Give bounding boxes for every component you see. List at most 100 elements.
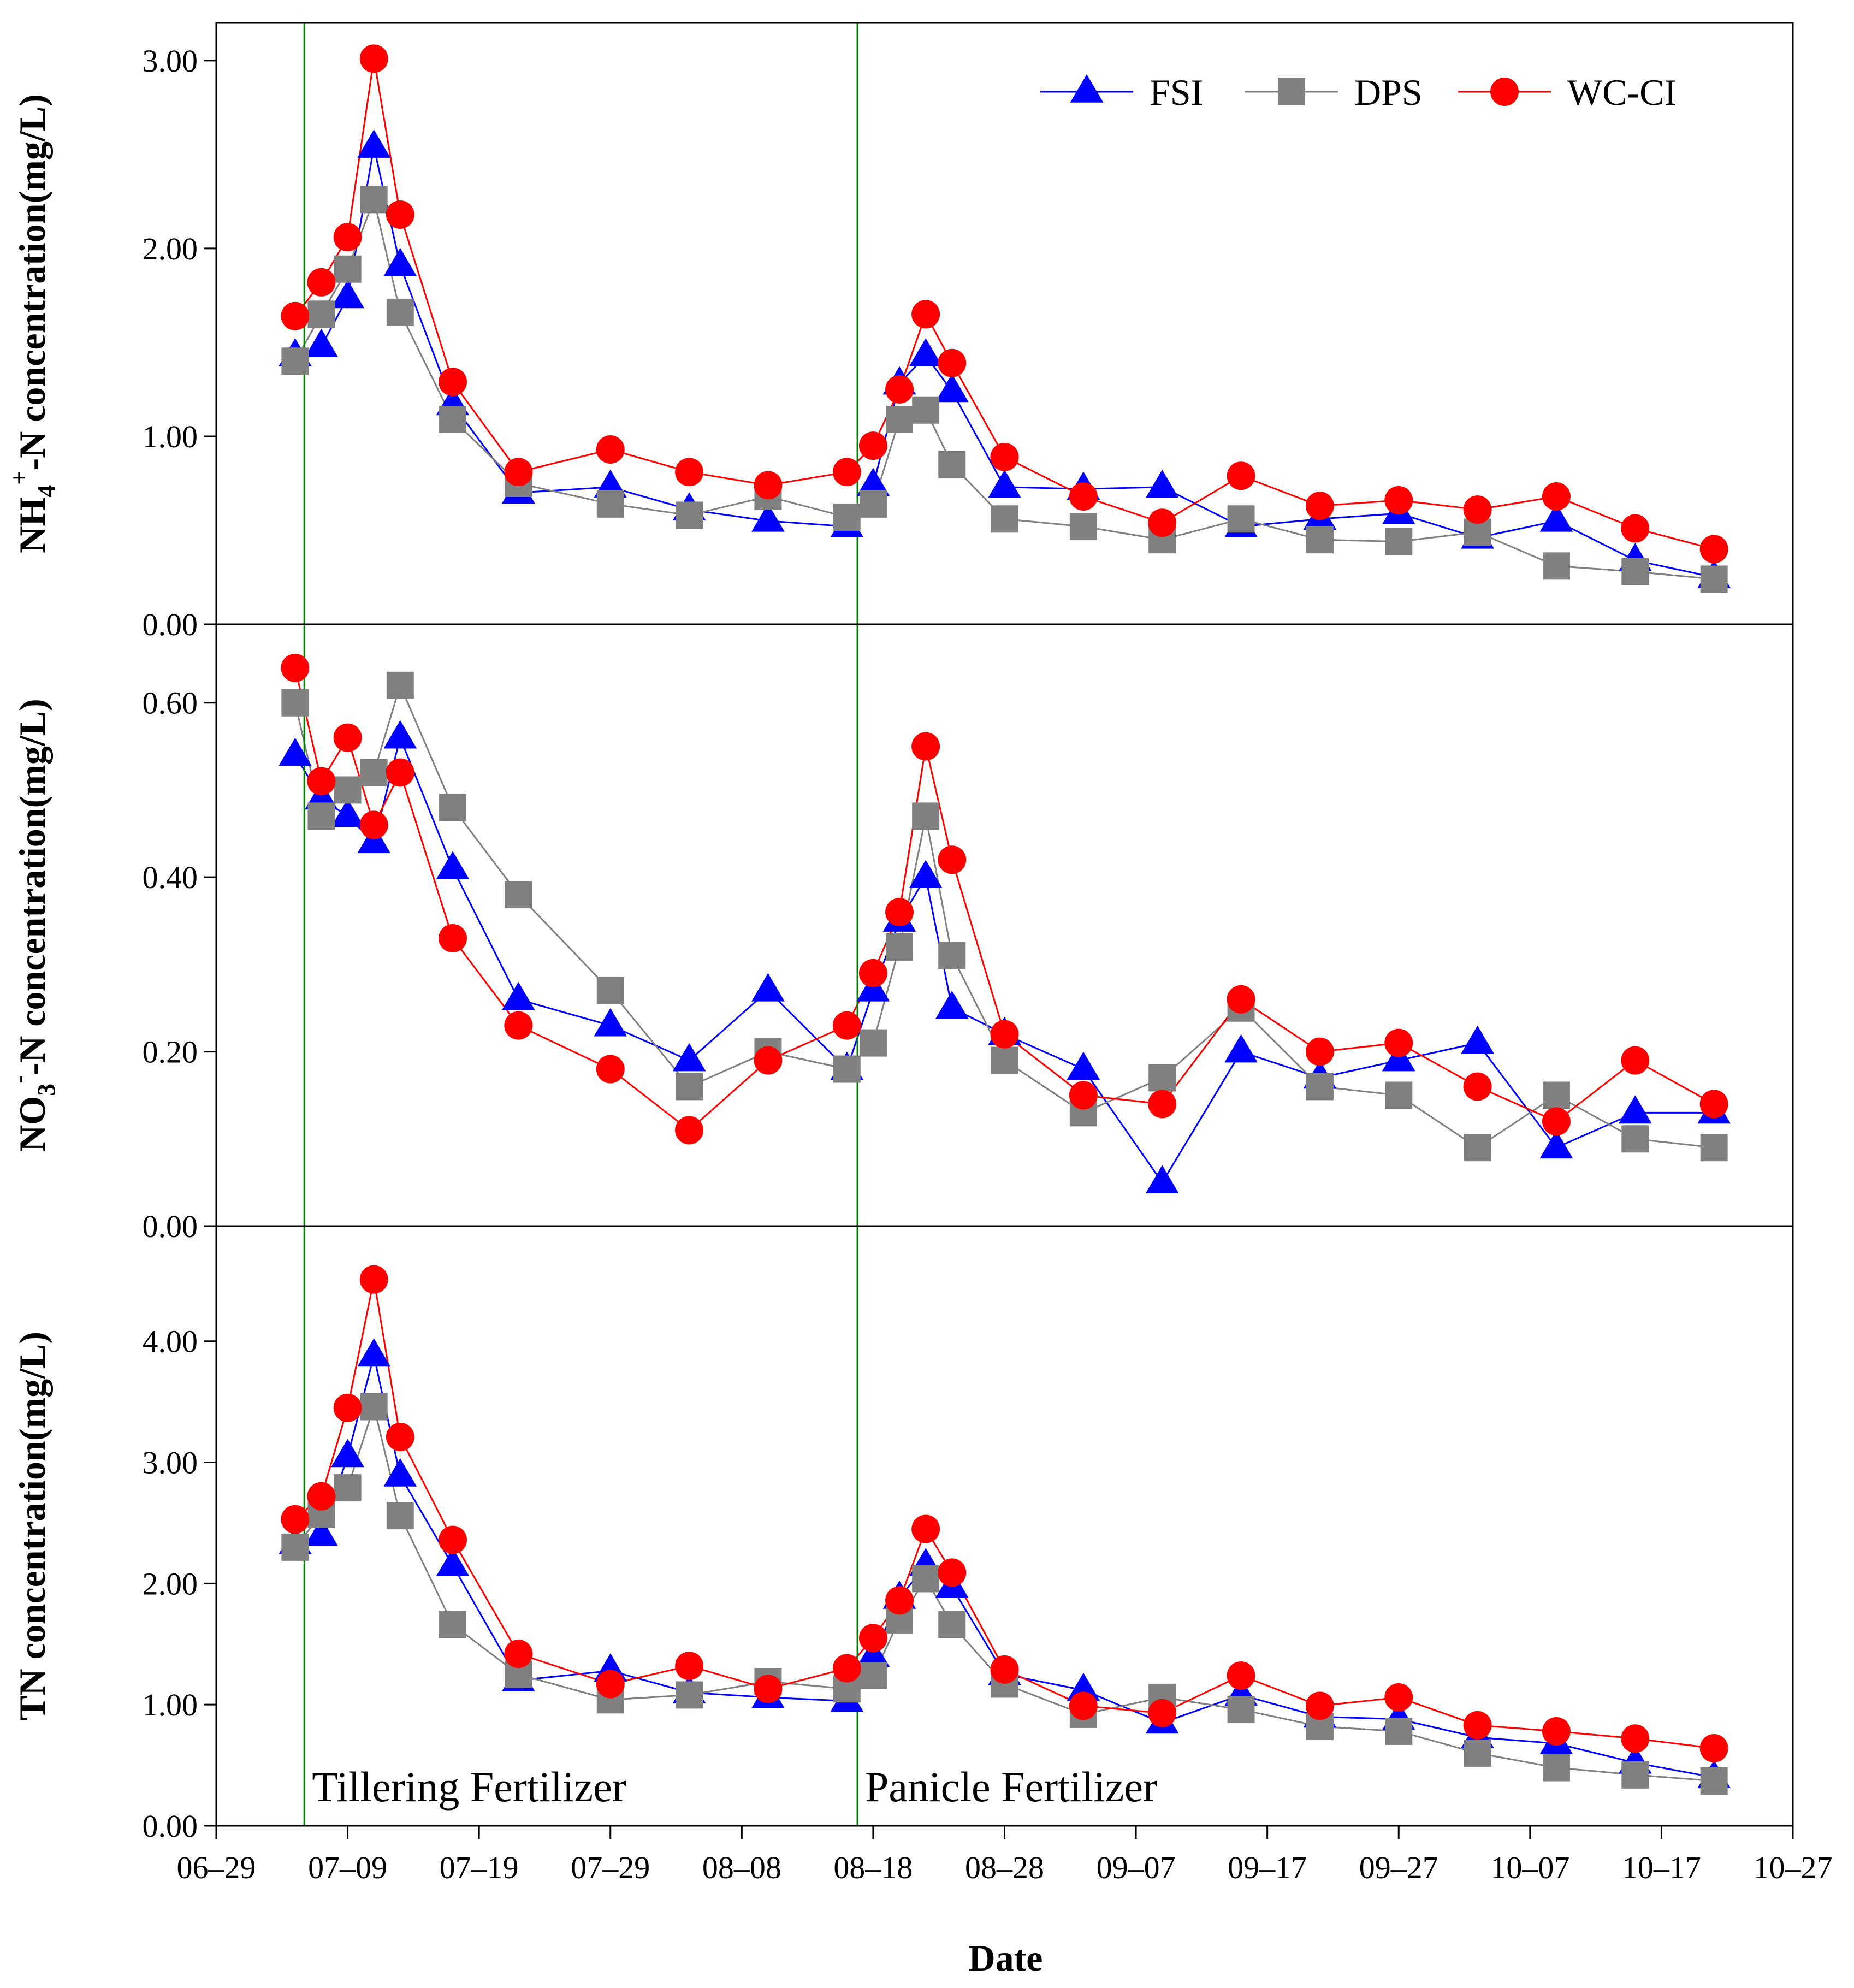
marker-wc-ci-panel-3-6 xyxy=(504,1640,533,1668)
marker-wc-ci-panel-1-0 xyxy=(281,301,310,330)
marker-wc-ci-panel-2-2 xyxy=(333,723,362,752)
marker-wc-ci-panel-3-22 xyxy=(1542,1717,1571,1746)
marker-dps-panel-1-8 xyxy=(676,501,703,529)
fertilizer-label-2: Panicle Fertilizer xyxy=(865,1763,1157,1810)
marker-fsi-panel-2-9 xyxy=(751,973,785,1002)
marker-wc-ci-panel-2-1 xyxy=(307,767,336,796)
marker-dps-panel-2-2 xyxy=(334,776,362,804)
legend-marker-wc-ci xyxy=(1490,78,1519,106)
marker-fsi-panel-1-14 xyxy=(935,374,969,403)
marker-dps-panel-3-4 xyxy=(386,1502,414,1530)
marker-wc-ci-panel-1-18 xyxy=(1227,461,1255,490)
series-line-dps-panel-2 xyxy=(294,683,1714,1149)
marker-wc-ci-panel-1-19 xyxy=(1305,492,1334,520)
marker-wc-ci-panel-3-24 xyxy=(1699,1734,1728,1763)
marker-wc-ci-panel-2-9 xyxy=(754,1046,783,1075)
marker-wc-ci-panel-1-11 xyxy=(858,431,887,460)
marker-dps-panel-1-20 xyxy=(1385,528,1413,555)
marker-wc-ci-panel-1-23 xyxy=(1621,514,1650,543)
marker-dps-panel-2-23 xyxy=(1621,1125,1649,1153)
marker-wc-ci-panel-1-4 xyxy=(386,200,414,229)
marker-wc-ci-panel-2-20 xyxy=(1384,1028,1413,1057)
marker-dps-panel-1-0 xyxy=(281,347,309,375)
marker-wc-ci-panel-1-15 xyxy=(990,442,1019,471)
x-tick-label-5: 08–18 xyxy=(833,1850,913,1885)
marker-dps-panel-2-22 xyxy=(1542,1081,1570,1109)
marker-fsi-panel-1-1 xyxy=(305,328,338,357)
marker-dps-panel-1-22 xyxy=(1542,552,1570,580)
marker-dps-panel-3-21 xyxy=(1464,1739,1491,1767)
marker-dps-panel-1-24 xyxy=(1700,565,1728,593)
x-tick-label-6: 08–28 xyxy=(965,1850,1044,1885)
x-tick-label-3: 07–29 xyxy=(571,1850,650,1885)
marker-wc-ci-panel-2-16 xyxy=(1069,1081,1098,1110)
marker-dps-panel-2-19 xyxy=(1306,1073,1334,1100)
marker-wc-ci-panel-3-0 xyxy=(281,1505,310,1534)
y-axis-title-part-2-2: - xyxy=(5,1075,33,1083)
y-axis-title-part-3-0: TN concentration(mg/L) xyxy=(11,1332,53,1720)
marker-wc-ci-panel-3-19 xyxy=(1305,1691,1334,1720)
marker-fsi-panel-2-23 xyxy=(1618,1095,1652,1124)
y-axis-title-part-1-3: -N concentration(mg/L) xyxy=(11,94,53,470)
x-tick-label-1: 07–09 xyxy=(308,1850,387,1885)
marker-wc-ci-panel-2-17 xyxy=(1148,1090,1177,1119)
marker-dps-panel-2-12 xyxy=(886,933,914,961)
x-tick-label-7: 09–07 xyxy=(1097,1850,1176,1885)
marker-dps-panel-2-10 xyxy=(833,1055,861,1083)
marker-wc-ci-panel-2-15 xyxy=(990,1020,1019,1049)
marker-dps-panel-1-11 xyxy=(859,490,887,518)
y-axis-title-part-2-0: NO xyxy=(11,1096,53,1152)
panel-frame-1 xyxy=(215,22,1794,625)
marker-wc-ci-panel-3-21 xyxy=(1463,1711,1492,1739)
marker-wc-ci-panel-3-13 xyxy=(911,1514,940,1543)
marker-dps-panel-3-24 xyxy=(1700,1767,1728,1795)
marker-wc-ci-panel-1-3 xyxy=(359,44,388,73)
marker-wc-ci-panel-2-22 xyxy=(1542,1107,1571,1136)
marker-fsi-panel-1-11 xyxy=(856,468,890,496)
marker-fsi-panel-1-17 xyxy=(1145,469,1179,498)
y-tick-label-panel-1-1: 1.00 xyxy=(143,419,198,454)
y-tick-label-panel-1-2: 2.00 xyxy=(143,231,198,267)
y-tick-label-panel-3-4: 4.00 xyxy=(143,1324,198,1359)
marker-wc-ci-panel-1-1 xyxy=(307,268,336,297)
marker-dps-panel-2-14 xyxy=(938,942,966,969)
marker-wc-ci-panel-2-23 xyxy=(1621,1046,1650,1075)
marker-wc-ci-panel-3-8 xyxy=(675,1652,704,1681)
marker-wc-ci-panel-3-11 xyxy=(858,1624,887,1653)
marker-wc-ci-panel-1-13 xyxy=(911,300,940,329)
y-axis-title-panel-2: NO3--N concentration(mg/L) xyxy=(5,699,60,1152)
marker-dps-panel-1-7 xyxy=(596,490,624,518)
x-tick-label-2: 07–19 xyxy=(440,1850,519,1885)
marker-dps-panel-3-14 xyxy=(938,1611,966,1638)
marker-dps-panel-1-23 xyxy=(1621,558,1649,585)
marker-wc-ci-panel-1-9 xyxy=(754,471,783,500)
marker-wc-ci-panel-2-3 xyxy=(359,810,388,839)
legend-label-dps: DPS xyxy=(1354,72,1423,113)
marker-dps-panel-2-11 xyxy=(859,1029,887,1057)
marker-fsi-panel-2-6 xyxy=(501,981,535,1010)
marker-fsi-panel-2-18 xyxy=(1224,1034,1258,1063)
y-tick-label-panel-1-3: 3.00 xyxy=(143,43,198,79)
marker-fsi-panel-1-13 xyxy=(909,338,943,366)
marker-wc-ci-panel-2-0 xyxy=(281,653,310,682)
marker-fsi-panel-2-22 xyxy=(1539,1130,1573,1159)
marker-dps-panel-2-5 xyxy=(439,794,467,821)
marker-dps-panel-2-1 xyxy=(307,802,335,830)
marker-dps-panel-3-3 xyxy=(360,1393,388,1421)
marker-wc-ci-panel-2-19 xyxy=(1305,1037,1334,1066)
marker-dps-panel-1-5 xyxy=(439,405,467,433)
marker-dps-panel-1-1 xyxy=(307,300,335,328)
legend-label-fsi: FSI xyxy=(1150,72,1203,113)
marker-wc-ci-panel-2-8 xyxy=(675,1116,704,1145)
marker-dps-panel-1-15 xyxy=(991,505,1018,533)
marker-wc-ci-panel-2-12 xyxy=(885,898,914,927)
marker-fsi-panel-1-9 xyxy=(751,503,785,532)
y-tick-label-panel-3-0: 0.00 xyxy=(143,1808,198,1844)
marker-dps-panel-2-6 xyxy=(505,881,532,909)
marker-wc-ci-panel-2-7 xyxy=(596,1055,625,1084)
marker-dps-panel-2-21 xyxy=(1464,1134,1491,1162)
marker-wc-ci-panel-3-10 xyxy=(832,1654,861,1683)
marker-dps-panel-3-13 xyxy=(912,1565,940,1593)
marker-dps-panel-2-8 xyxy=(676,1073,703,1100)
